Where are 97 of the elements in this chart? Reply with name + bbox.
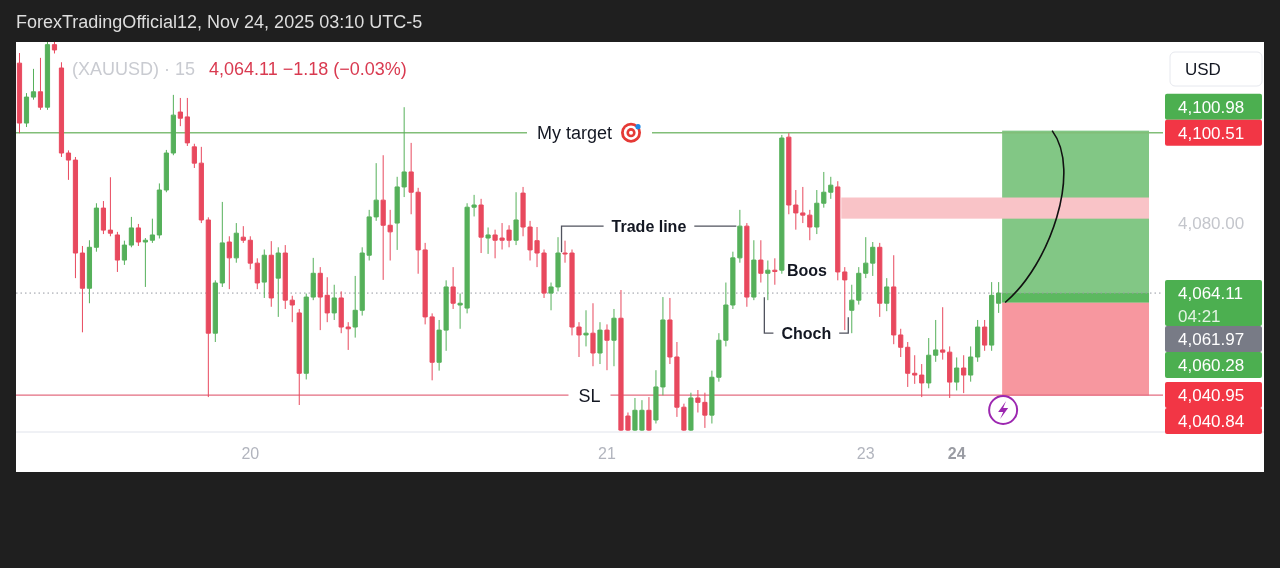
candlestick (163, 149, 169, 193)
candlestick (58, 61, 65, 158)
text: 4,040.84 (1178, 412, 1245, 432)
candlestick (765, 260, 771, 301)
candlestick (989, 281, 995, 352)
candlestick (156, 182, 162, 239)
chart-title: ForexTradingOfficial12, Nov 24, 2025 03:10 UTC-5 (16, 12, 423, 32)
candlestick (233, 222, 239, 264)
candlestick (121, 240, 127, 266)
candlestick (982, 319, 988, 352)
candlestick (611, 308, 617, 367)
candlestick (331, 284, 337, 321)
candlestick (688, 392, 694, 432)
candlestick (905, 341, 911, 388)
x-tick-label: 21 (598, 445, 616, 462)
candlestick (891, 254, 897, 345)
candlestick (212, 279, 218, 343)
candlestick (513, 191, 519, 246)
candlestick (205, 216, 211, 398)
candlestick (933, 319, 939, 363)
candlestick (198, 146, 204, 224)
text: 4,061.97 (1178, 330, 1245, 350)
candlestick (268, 240, 274, 308)
candlestick (940, 306, 946, 361)
candlestick (450, 266, 456, 310)
candlestick (877, 242, 883, 318)
candlestick (44, 41, 51, 111)
candlestick (170, 94, 176, 156)
y-tick-label: 4,064.11 (1178, 284, 1243, 304)
ref-line-label: SL (578, 385, 601, 406)
x-tick-label: 23 (856, 445, 875, 462)
y-tick-label: 4,100.51 (1178, 123, 1245, 143)
candlestick (954, 356, 960, 391)
text: 4,060.28 (1178, 356, 1245, 376)
x-tick-label: 24 (947, 445, 966, 462)
candlestick (240, 225, 246, 244)
candlestick (961, 354, 967, 394)
candlestick (758, 239, 764, 284)
candlestick (751, 239, 757, 301)
x-tick-label: 20 (241, 445, 260, 462)
candlestick (72, 156, 79, 279)
candlestick (23, 92, 30, 128)
candlestick (884, 277, 890, 312)
candlestick (191, 143, 197, 169)
candlestick (177, 97, 183, 127)
candlestick (226, 235, 232, 290)
candlestick (114, 231, 121, 273)
candlestick (107, 176, 114, 237)
text: 4,100.98 (1178, 97, 1245, 117)
candlestick (779, 134, 785, 275)
candlestick (478, 198, 484, 254)
candlestick (93, 202, 100, 253)
candlestick (590, 302, 596, 367)
candlestick (898, 328, 904, 358)
candlestick (16, 52, 23, 134)
candlestick (296, 308, 302, 406)
candlestick (51, 41, 58, 54)
candlestick (100, 200, 107, 235)
candlestick (926, 337, 932, 389)
candlestick (37, 57, 44, 111)
annotation: 4,064.11 −1.18 (−0.03%) (209, 59, 407, 79)
text: 04:21 (1178, 307, 1221, 327)
candlestick (149, 218, 155, 244)
y-tick-label: 4,040.95 (1178, 386, 1245, 406)
candlestick (968, 345, 974, 383)
candlestick (646, 396, 652, 432)
ref-line-label: Trade line (611, 217, 687, 235)
candlestick (485, 226, 491, 255)
candlestick (919, 363, 925, 398)
candlestick (975, 319, 981, 363)
ref-line-label: Choch (781, 324, 832, 342)
candlestick (289, 295, 295, 323)
candlestick (65, 149, 72, 181)
candlestick (912, 354, 918, 385)
candlestick (282, 244, 288, 310)
ref-line-label: My target (536, 123, 613, 144)
candlestick (597, 321, 603, 365)
candlestick (86, 239, 93, 304)
candlestick (247, 235, 253, 270)
candlestick (947, 345, 953, 399)
candlestick (772, 257, 778, 286)
y-tick-label: 4,080.00 (1178, 214, 1245, 234)
candlestick (744, 222, 750, 308)
candlestick (583, 309, 589, 347)
candlestick (261, 249, 267, 299)
candlestick (254, 257, 260, 290)
candlestick (135, 223, 141, 247)
y-axis-title: USD (1185, 60, 1221, 79)
candlestick (128, 216, 134, 248)
candlestick (30, 68, 37, 101)
candlestick (79, 245, 86, 333)
candlestick (604, 323, 610, 371)
candlestick (219, 201, 225, 288)
candlestick (275, 246, 281, 318)
candlestick (142, 237, 148, 288)
annotation: Boos (787, 261, 828, 279)
candlestick (184, 97, 190, 147)
